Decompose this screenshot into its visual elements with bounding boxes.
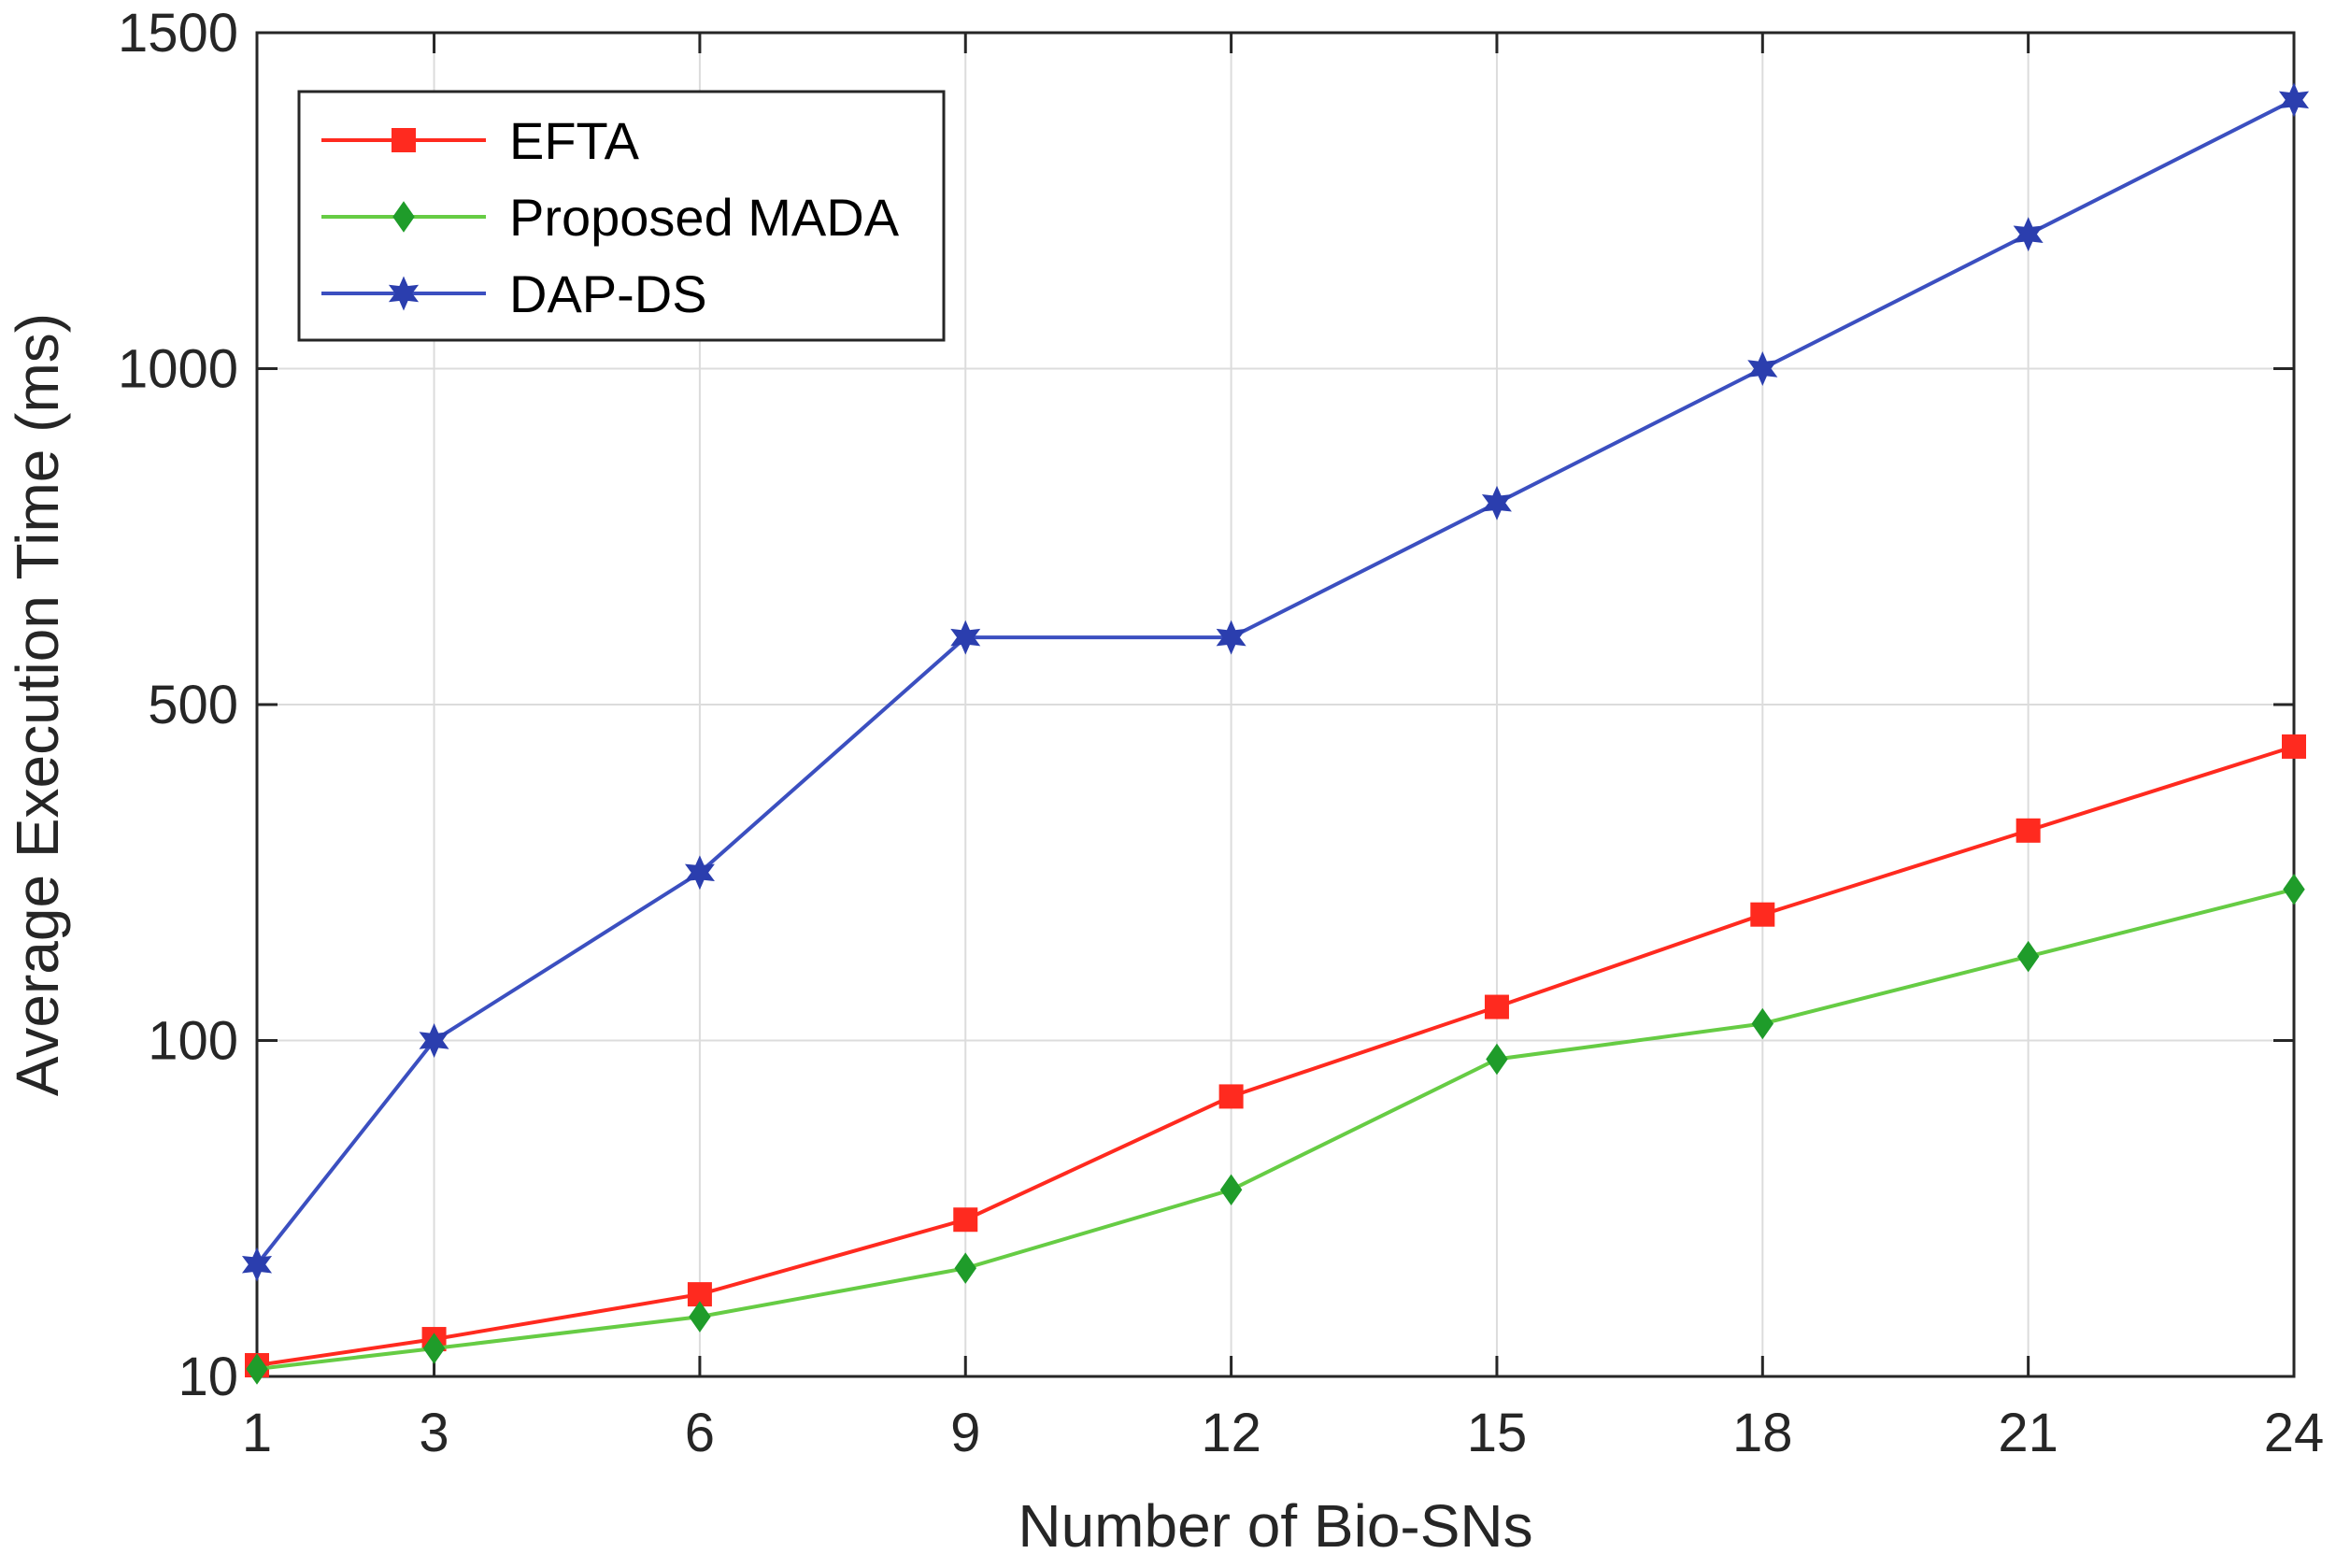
y-tick-label: 100 bbox=[148, 1011, 238, 1072]
data-point bbox=[2013, 217, 2044, 252]
legend-label: EFTA bbox=[509, 111, 640, 170]
data-point bbox=[422, 1333, 446, 1364]
data-point bbox=[1219, 1174, 1243, 1206]
data-point bbox=[2283, 873, 2305, 905]
data-point bbox=[1481, 485, 1512, 520]
data-point bbox=[2278, 82, 2310, 118]
data-point bbox=[953, 1207, 978, 1233]
series-proposed-mada bbox=[246, 873, 2305, 1385]
legend-marker bbox=[392, 128, 416, 152]
x-tick-label: 24 bbox=[2264, 1403, 2325, 1463]
data-point bbox=[1486, 1043, 1508, 1076]
data-point bbox=[689, 1301, 711, 1333]
data-point bbox=[246, 1353, 268, 1385]
y-tick-label: 1500 bbox=[118, 3, 238, 64]
legend-item: DAP-DS bbox=[321, 264, 707, 323]
data-point bbox=[2282, 734, 2306, 759]
x-tick-label: 9 bbox=[950, 1403, 980, 1463]
x-tick-label: 3 bbox=[419, 1403, 449, 1463]
legend-label: DAP-DS bbox=[509, 264, 707, 323]
data-point bbox=[1747, 351, 1778, 386]
data-point bbox=[950, 620, 981, 655]
data-point bbox=[241, 1247, 273, 1282]
data-point bbox=[1218, 1084, 1244, 1109]
legend-item: Proposed MADA bbox=[321, 188, 900, 247]
tick-labels: 1 3 6 9 12 15 18 21 24 10 100 500 1000 1500 bbox=[118, 3, 2324, 1463]
axes-layer bbox=[255, 31, 2296, 1378]
legend-marker bbox=[392, 201, 415, 233]
data-point bbox=[2016, 818, 2041, 843]
data-point bbox=[1750, 902, 1775, 927]
series-dap-ds bbox=[241, 82, 2310, 1282]
x-tick-label: 21 bbox=[1998, 1403, 2058, 1463]
legend-item: EFTA bbox=[321, 111, 640, 170]
data-point bbox=[1484, 994, 1509, 1019]
y-tick-label: 500 bbox=[148, 675, 238, 735]
data-point bbox=[954, 1252, 976, 1284]
y-tick-label: 10 bbox=[178, 1347, 238, 1407]
x-tick-label: 1 bbox=[242, 1403, 272, 1463]
data-point bbox=[1751, 1007, 1774, 1040]
x-tick-label: 6 bbox=[685, 1403, 715, 1463]
y-axis-label: Average Execution Time (ms) bbox=[4, 313, 71, 1096]
series-layer bbox=[241, 82, 2310, 1385]
x-tick-label: 12 bbox=[1201, 1403, 1261, 1463]
legend-marker bbox=[388, 276, 420, 311]
legend: EFTA Proposed MADA DAP-DS bbox=[297, 90, 946, 342]
x-tick-label: 15 bbox=[1467, 1403, 1528, 1463]
x-tick-label: 18 bbox=[1732, 1403, 1793, 1463]
data-point bbox=[419, 1023, 449, 1058]
legend-label: Proposed MADA bbox=[509, 188, 900, 247]
data-point bbox=[2016, 940, 2040, 973]
data-point bbox=[684, 855, 715, 891]
data-point bbox=[1216, 620, 1246, 655]
y-tick-label: 1000 bbox=[118, 339, 238, 400]
x-axis-label: Number of Bio-SNs bbox=[1018, 1492, 1532, 1560]
